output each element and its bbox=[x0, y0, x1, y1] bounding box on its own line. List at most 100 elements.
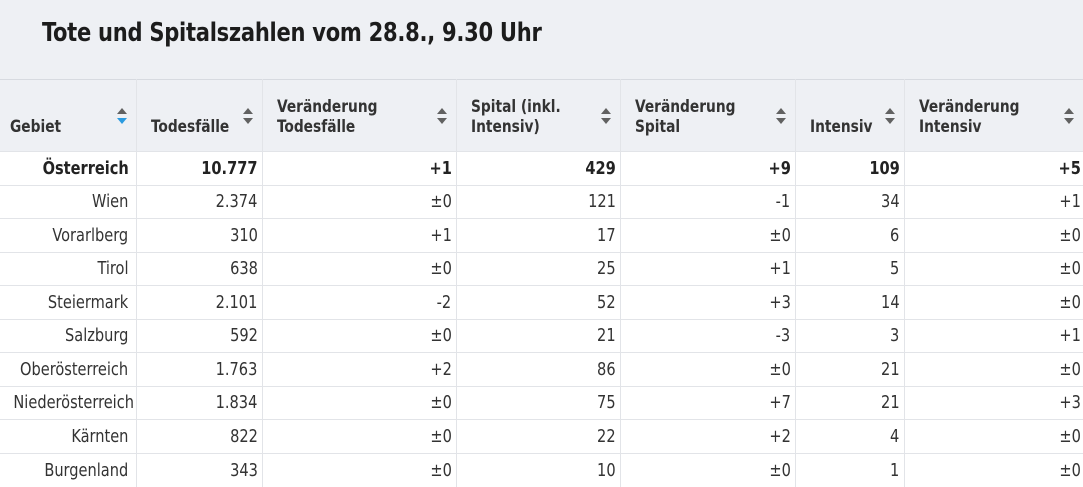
cell-value: ±0 bbox=[1059, 459, 1081, 481]
data-table: Gebiet Todesfälle Veränderung Todesfälle… bbox=[0, 79, 1083, 487]
column-header-veraenderung-spital[interactable]: Veränderung Spital bbox=[620, 79, 796, 152]
table-row: Kärnten 822 ±0 22 +2 4 ±0 bbox=[0, 419, 1083, 453]
value-cell: ±0 bbox=[904, 251, 1083, 286]
region-cell: Vorarlberg bbox=[0, 218, 137, 252]
table-row: Wien 2.374 ±0 121 -1 34 +1 bbox=[0, 184, 1083, 219]
region-name: Salzburg bbox=[65, 325, 129, 347]
cell-value: 21 bbox=[596, 325, 616, 347]
cell-value: 25 bbox=[596, 258, 616, 280]
value-cell: 22 bbox=[456, 419, 621, 453]
column-header-veraenderung-todesfaelle[interactable]: Veränderung Todesfälle bbox=[262, 79, 457, 152]
column-header-label: Spital (inkl. Intensiv) bbox=[470, 97, 561, 137]
value-cell: 638 bbox=[136, 251, 263, 286]
cell-value: ±0 bbox=[430, 392, 452, 414]
value-cell: ±0 bbox=[262, 419, 457, 453]
cell-value: 10.777 bbox=[201, 157, 258, 179]
cell-value: ±0 bbox=[769, 358, 791, 380]
sort-icon[interactable] bbox=[600, 108, 611, 124]
value-cell: 343 bbox=[136, 452, 263, 487]
value-cell: 1 bbox=[795, 452, 905, 487]
column-header-label: Veränderung Spital bbox=[634, 97, 735, 137]
cell-value: +9 bbox=[768, 157, 791, 179]
cell-value: 310 bbox=[229, 224, 258, 246]
sort-icon[interactable] bbox=[884, 108, 895, 124]
cell-value: ±0 bbox=[1059, 425, 1081, 447]
value-cell: 14 bbox=[795, 285, 905, 319]
table-row: Vorarlberg 310 +1 17 ±0 6 ±0 bbox=[0, 218, 1083, 252]
value-cell: 52 bbox=[456, 285, 621, 319]
cell-value: 1.763 bbox=[215, 358, 258, 380]
table-row: Salzburg 592 ±0 21 -3 3 +1 bbox=[0, 318, 1083, 353]
column-header-label: Veränderung Intensiv bbox=[918, 97, 1019, 137]
region-cell: Österreich bbox=[0, 151, 137, 185]
cell-value: 2.101 bbox=[215, 291, 258, 313]
cell-value: ±0 bbox=[430, 425, 452, 447]
value-cell: 6 bbox=[795, 218, 905, 252]
value-cell: -1 bbox=[620, 184, 796, 219]
region-name: Vorarlberg bbox=[52, 224, 129, 246]
cell-value: +7 bbox=[769, 392, 791, 414]
table-row: Steiermark 2.101 -2 52 +3 14 ±0 bbox=[0, 285, 1083, 319]
column-header-label: Todesfälle bbox=[150, 117, 229, 137]
column-header-spital[interactable]: Spital (inkl. Intensiv) bbox=[456, 79, 621, 152]
region-cell: Burgenland bbox=[0, 452, 137, 487]
cell-value: ±0 bbox=[769, 459, 791, 481]
sort-active-icon[interactable] bbox=[116, 108, 127, 124]
column-header-gebiet[interactable]: Gebiet bbox=[0, 79, 137, 152]
value-cell: 3 bbox=[795, 318, 905, 353]
title-bar: Tote und Spitalszahlen vom 28.8., 9.30 U… bbox=[0, 0, 1083, 79]
sort-icon[interactable] bbox=[1064, 108, 1074, 124]
cell-value: -3 bbox=[775, 325, 791, 347]
sort-icon[interactable] bbox=[242, 108, 253, 124]
cell-value: ±0 bbox=[1059, 224, 1081, 246]
cell-value: 1.834 bbox=[215, 392, 258, 414]
value-cell: 429 bbox=[456, 151, 621, 185]
table-row: Tirol 638 ±0 25 +1 5 ±0 bbox=[0, 251, 1083, 286]
cell-value: 638 bbox=[229, 258, 258, 280]
cell-value: 34 bbox=[880, 191, 900, 213]
sort-icon[interactable] bbox=[775, 108, 786, 124]
value-cell: 1.763 bbox=[136, 352, 263, 386]
cell-value: ±0 bbox=[430, 258, 452, 280]
value-cell: -3 bbox=[620, 318, 796, 353]
value-cell: ±0 bbox=[620, 452, 796, 487]
value-cell: 21 bbox=[456, 318, 621, 353]
cell-value: ±0 bbox=[430, 191, 452, 213]
region-cell: Steiermark bbox=[0, 285, 137, 319]
value-cell: 310 bbox=[136, 218, 263, 252]
value-cell: ±0 bbox=[904, 352, 1083, 386]
value-cell: ±0 bbox=[262, 385, 457, 420]
table-row-total: Österreich 10.777 +1 429 +9 109 +5 bbox=[0, 151, 1083, 185]
cell-value: 22 bbox=[596, 425, 616, 447]
region-name: Kärnten bbox=[71, 425, 129, 447]
cell-value: 86 bbox=[596, 358, 616, 380]
value-cell: 17 bbox=[456, 218, 621, 252]
cell-value: +1 bbox=[430, 224, 452, 246]
value-cell: ±0 bbox=[262, 452, 457, 487]
region-cell: Tirol bbox=[0, 251, 137, 286]
region-cell: Oberösterreich bbox=[0, 352, 137, 386]
cell-value: +1 bbox=[429, 157, 452, 179]
cell-value: 592 bbox=[229, 325, 258, 347]
region-name: Oberösterreich bbox=[20, 358, 129, 380]
cell-value: ±0 bbox=[1059, 358, 1081, 380]
region-cell: Kärnten bbox=[0, 419, 137, 453]
cell-value: 343 bbox=[229, 459, 258, 481]
value-cell: ±0 bbox=[262, 318, 457, 353]
sort-icon[interactable] bbox=[436, 108, 447, 124]
column-header-todesfaelle[interactable]: Todesfälle bbox=[136, 79, 263, 152]
cell-value: ±0 bbox=[430, 459, 452, 481]
region-name: Burgenland bbox=[44, 459, 129, 481]
page-title: Tote und Spitalszahlen vom 28.8., 9.30 U… bbox=[42, 18, 542, 48]
value-cell: ±0 bbox=[620, 352, 796, 386]
value-cell: +2 bbox=[620, 419, 796, 453]
column-header-intensiv[interactable]: Intensiv bbox=[795, 79, 905, 152]
value-cell: 592 bbox=[136, 318, 263, 353]
value-cell: +9 bbox=[620, 151, 796, 185]
value-cell: 5 bbox=[795, 251, 905, 286]
value-cell: ±0 bbox=[904, 452, 1083, 487]
value-cell: +1 bbox=[620, 251, 796, 286]
region-cell: Wien bbox=[0, 184, 137, 219]
column-header-veraenderung-intensiv[interactable]: Veränderung Intensiv bbox=[904, 79, 1083, 152]
cell-value: 121 bbox=[587, 191, 616, 213]
